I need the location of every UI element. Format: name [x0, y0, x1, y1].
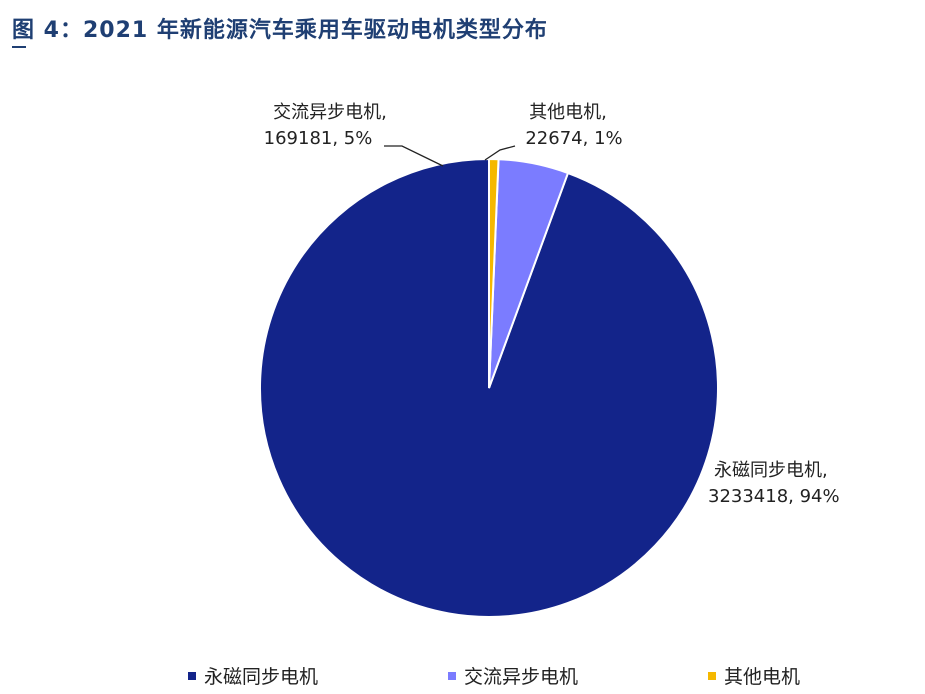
data-label-pm-sync-value: 3233418, 94% — [708, 486, 840, 507]
legend-swatch-other — [708, 671, 716, 680]
legend-label-ac-async: 交流异步电机 — [464, 666, 579, 688]
legend-swatch-pm-sync — [188, 671, 196, 680]
legend-label-pm-sync: 永磁同步电机 — [204, 666, 319, 688]
legend-item-other: 其他电机 — [708, 662, 800, 689]
legend-label-other: 其他电机 — [724, 666, 801, 688]
pie-slice-other — [488, 157, 500, 389]
legend-item-ac-async: 交流异步电机 — [448, 662, 578, 689]
leader-line-ac-async — [384, 145, 444, 167]
data-label-ac-async-value: 169181, 5% — [264, 128, 373, 149]
pie-slices — [259, 157, 719, 618]
data-label-ac-async-name: 交流异步电机, — [273, 102, 387, 123]
legend-item-pm-sync: 永磁同步电机 — [188, 662, 318, 689]
leader-line-other — [484, 145, 516, 161]
title-underline — [12, 46, 26, 48]
data-label-other-value: 22674, 1% — [525, 128, 622, 149]
figure-title: 图 4：2021 年新能源汽车乘用车驱动电机类型分布 — [12, 18, 548, 43]
data-label-other-name: 其他电机, — [529, 102, 607, 123]
data-label-pm-sync-name: 永磁同步电机, — [714, 460, 828, 481]
legend-swatch-ac-async — [448, 671, 456, 680]
chart-legend: 永磁同步电机 交流异步电机 其他电机 — [0, 662, 925, 690]
